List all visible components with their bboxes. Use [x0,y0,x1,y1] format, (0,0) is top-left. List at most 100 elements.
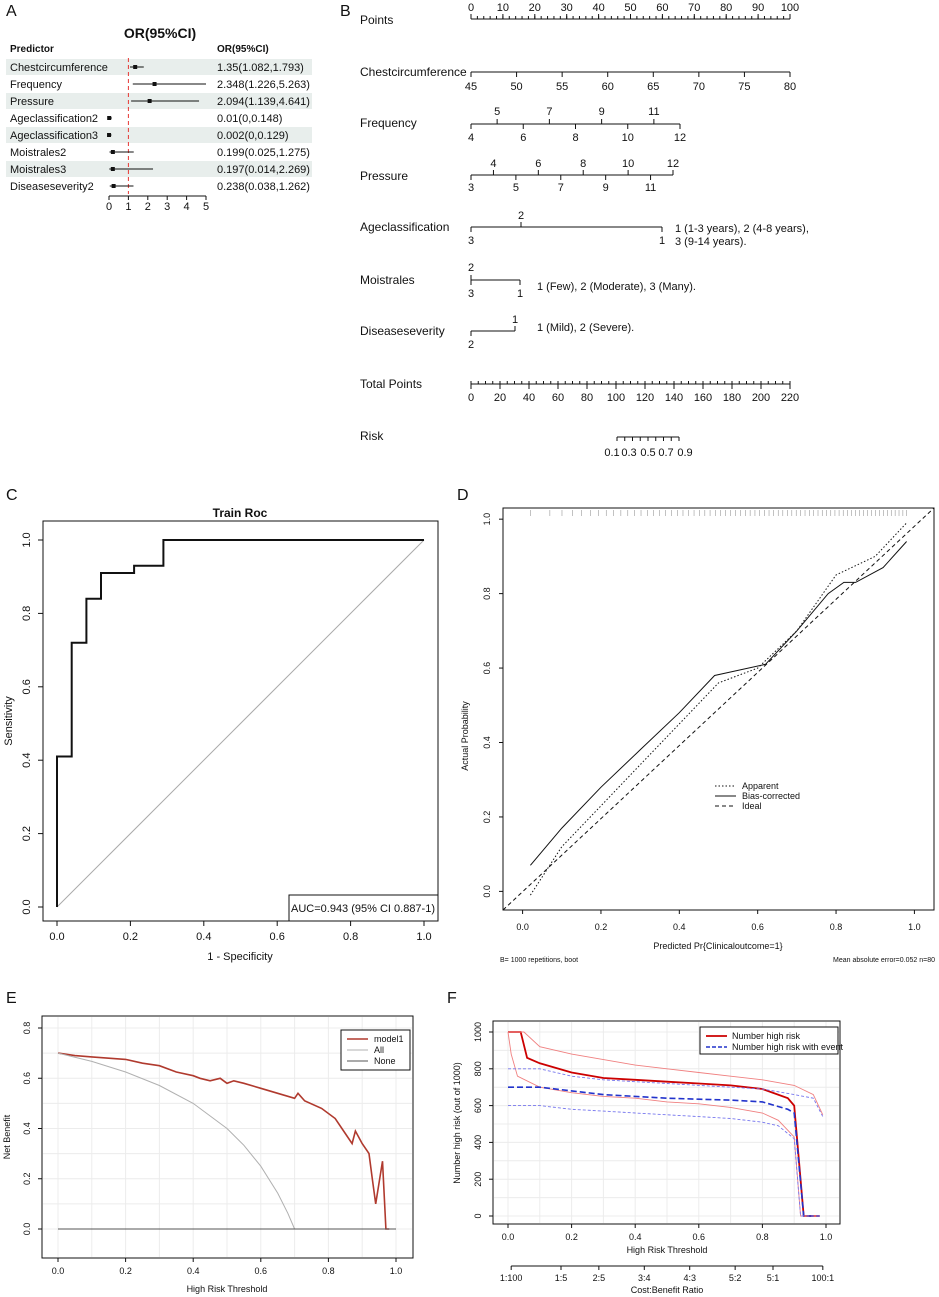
disease-note: 1 (Mild), 2 (Severe). [537,322,634,334]
cic-cost-tick-label: 1:5 [555,1273,568,1283]
points-tick-label: 90 [752,2,764,14]
frequency-bottom-label: 10 [622,132,634,144]
panel-label-e: E [6,990,17,1007]
cic-y-tick-label: 800 [473,1061,483,1076]
chest-tick-label: 70 [693,81,705,93]
forest-header-or: OR(95%CI) [217,44,269,55]
cic-cost-tick-label: 4:3 [683,1273,696,1283]
cic-x-tick-label: 0.2 [565,1232,578,1242]
forest-row-label: Ageclassification3 [10,130,98,142]
points-tick-label: 70 [688,2,700,14]
calib-x-tick-label: 1.0 [908,922,921,932]
dca-y-label: Net Benefit [2,1114,12,1159]
pressure-top-label: 12 [667,158,679,170]
points-tick-label: 20 [529,2,541,14]
calib-legend-label: Bias-corrected [742,791,800,801]
forest-x-tick-label: 0 [106,201,112,213]
chest-tick-label: 65 [647,81,659,93]
forest-row-value: 1.35(1.082,1.793) [217,62,304,74]
forest-x-tick-label: 3 [164,201,170,213]
dca-x-tick-label: 0.4 [187,1266,200,1276]
dca-x-tick-label: 0.6 [255,1266,268,1276]
calib-series-ideal [502,507,935,911]
dca-y-tick-label: 0.4 [22,1122,32,1135]
calib-footer-left: B= 1000 repetitions, boot [500,957,578,964]
cic-series-number-high-risk [508,1031,820,1217]
nomogram-row-label: Pressure [360,169,408,183]
moist-top-label: 2 [468,262,474,274]
cic-x-tick-label: 0.6 [693,1232,706,1242]
frequency-bottom-label: 6 [520,132,526,144]
roc-y-tick-label: 0.0 [21,899,33,914]
roc-diagonal [56,539,425,908]
total-points-tick-label: 60 [552,392,564,404]
calib-y-tick-label: 1.0 [482,513,492,526]
risk-tick-label: 0.7 [658,447,673,459]
pressure-bottom-label: 7 [558,182,564,194]
dca-x-label: High Risk Threshold [187,1284,268,1294]
forest-row-label: Diseaseseverity2 [10,181,94,193]
forest-point [152,82,157,86]
calib-legend-label: Ideal [742,801,762,811]
total-points-tick-label: 120 [636,392,654,404]
dca-y-tick-label: 0.0 [22,1223,32,1236]
total-points-tick-label: 140 [665,392,683,404]
forest-x-tick-label: 1 [125,201,131,213]
forest-x-tick-label: 4 [184,201,190,213]
cic-legend-box [699,1026,839,1055]
total-points-tick-label: 200 [752,392,770,404]
forest-point [110,167,115,171]
nomogram-row-label: Ageclassification [360,220,449,234]
roc-x-tick-label: 0.0 [49,931,64,943]
dca-x-tick-label: 0.8 [322,1266,335,1276]
frequency-bottom-label: 4 [468,132,474,144]
calib-footer-right: Mean absolute error=0.052 n=80 [833,957,935,964]
roc-y-tick-label: 1.0 [21,532,33,547]
cic-y-tick-label: 0 [473,1213,483,1218]
calib-y-label: Actual Probability [460,701,470,771]
nomogram-row-label: Risk [360,429,384,443]
cic-series-number-high-risk-with-event-upper [508,1068,824,1117]
cic-y-label: Number high risk (out of 1000) [452,1062,462,1184]
dca-series-model1 [57,1052,390,1230]
pressure-top-label: 8 [580,158,586,170]
risk-tick-label: 0.5 [640,447,655,459]
pressure-bottom-label: 3 [468,182,474,194]
age-bottom-label: 3 [468,235,474,247]
total-points-tick-label: 220 [781,392,799,404]
age-bottom-label: 1 [659,235,665,247]
dca-y-tick-label: 0.8 [22,1022,32,1035]
points-tick-label: 50 [624,2,636,14]
forest-x-tick-label: 2 [145,201,151,213]
forest-row-label: Pressure [10,96,54,108]
cic-series-number-high-risk-with-event [508,1086,820,1217]
forest-row-value: 0.197(0.014,2.269) [217,164,310,176]
age-note: 1 (1-3 years), 2 (4-8 years), [675,223,809,235]
calib-x-tick-label: 0.6 [751,922,764,932]
calib-y-tick-label: 0.6 [482,662,492,675]
cic-cost-tick-label: 5:1 [767,1273,780,1283]
calib-x-tick-label: 0.8 [830,922,843,932]
chest-tick-label: 80 [784,81,796,93]
points-tick-label: 60 [656,2,668,14]
cic-cost-tick-label: 2:5 [593,1273,606,1283]
forest-row-label: Moistrales3 [10,164,66,176]
cic-series-number-high-risk-with-event-lower [508,1105,820,1217]
points-tick-label: 40 [592,2,604,14]
disease-top-label: 1 [512,314,518,326]
cic-legend-label: Number high risk [732,1031,801,1041]
pressure-top-label: 6 [535,158,541,170]
calib-y-tick-label: 0.0 [482,885,492,898]
panel-label-b: B [340,3,351,20]
forest-point [133,65,138,69]
cic-series-number-high-risk-upper [508,1031,824,1115]
dca-legend-label: All [374,1045,384,1055]
dca-legend-label: model1 [374,1034,404,1044]
moist-bottom-label: 3 [468,288,474,300]
cic-cost-tick-label: 5:2 [729,1273,742,1283]
frequency-bottom-label: 12 [674,132,686,144]
cic-cost-tick-label: 3:4 [638,1273,651,1283]
dca-x-tick-label: 1.0 [390,1266,403,1276]
cic-x-tick-label: 0.0 [502,1232,515,1242]
